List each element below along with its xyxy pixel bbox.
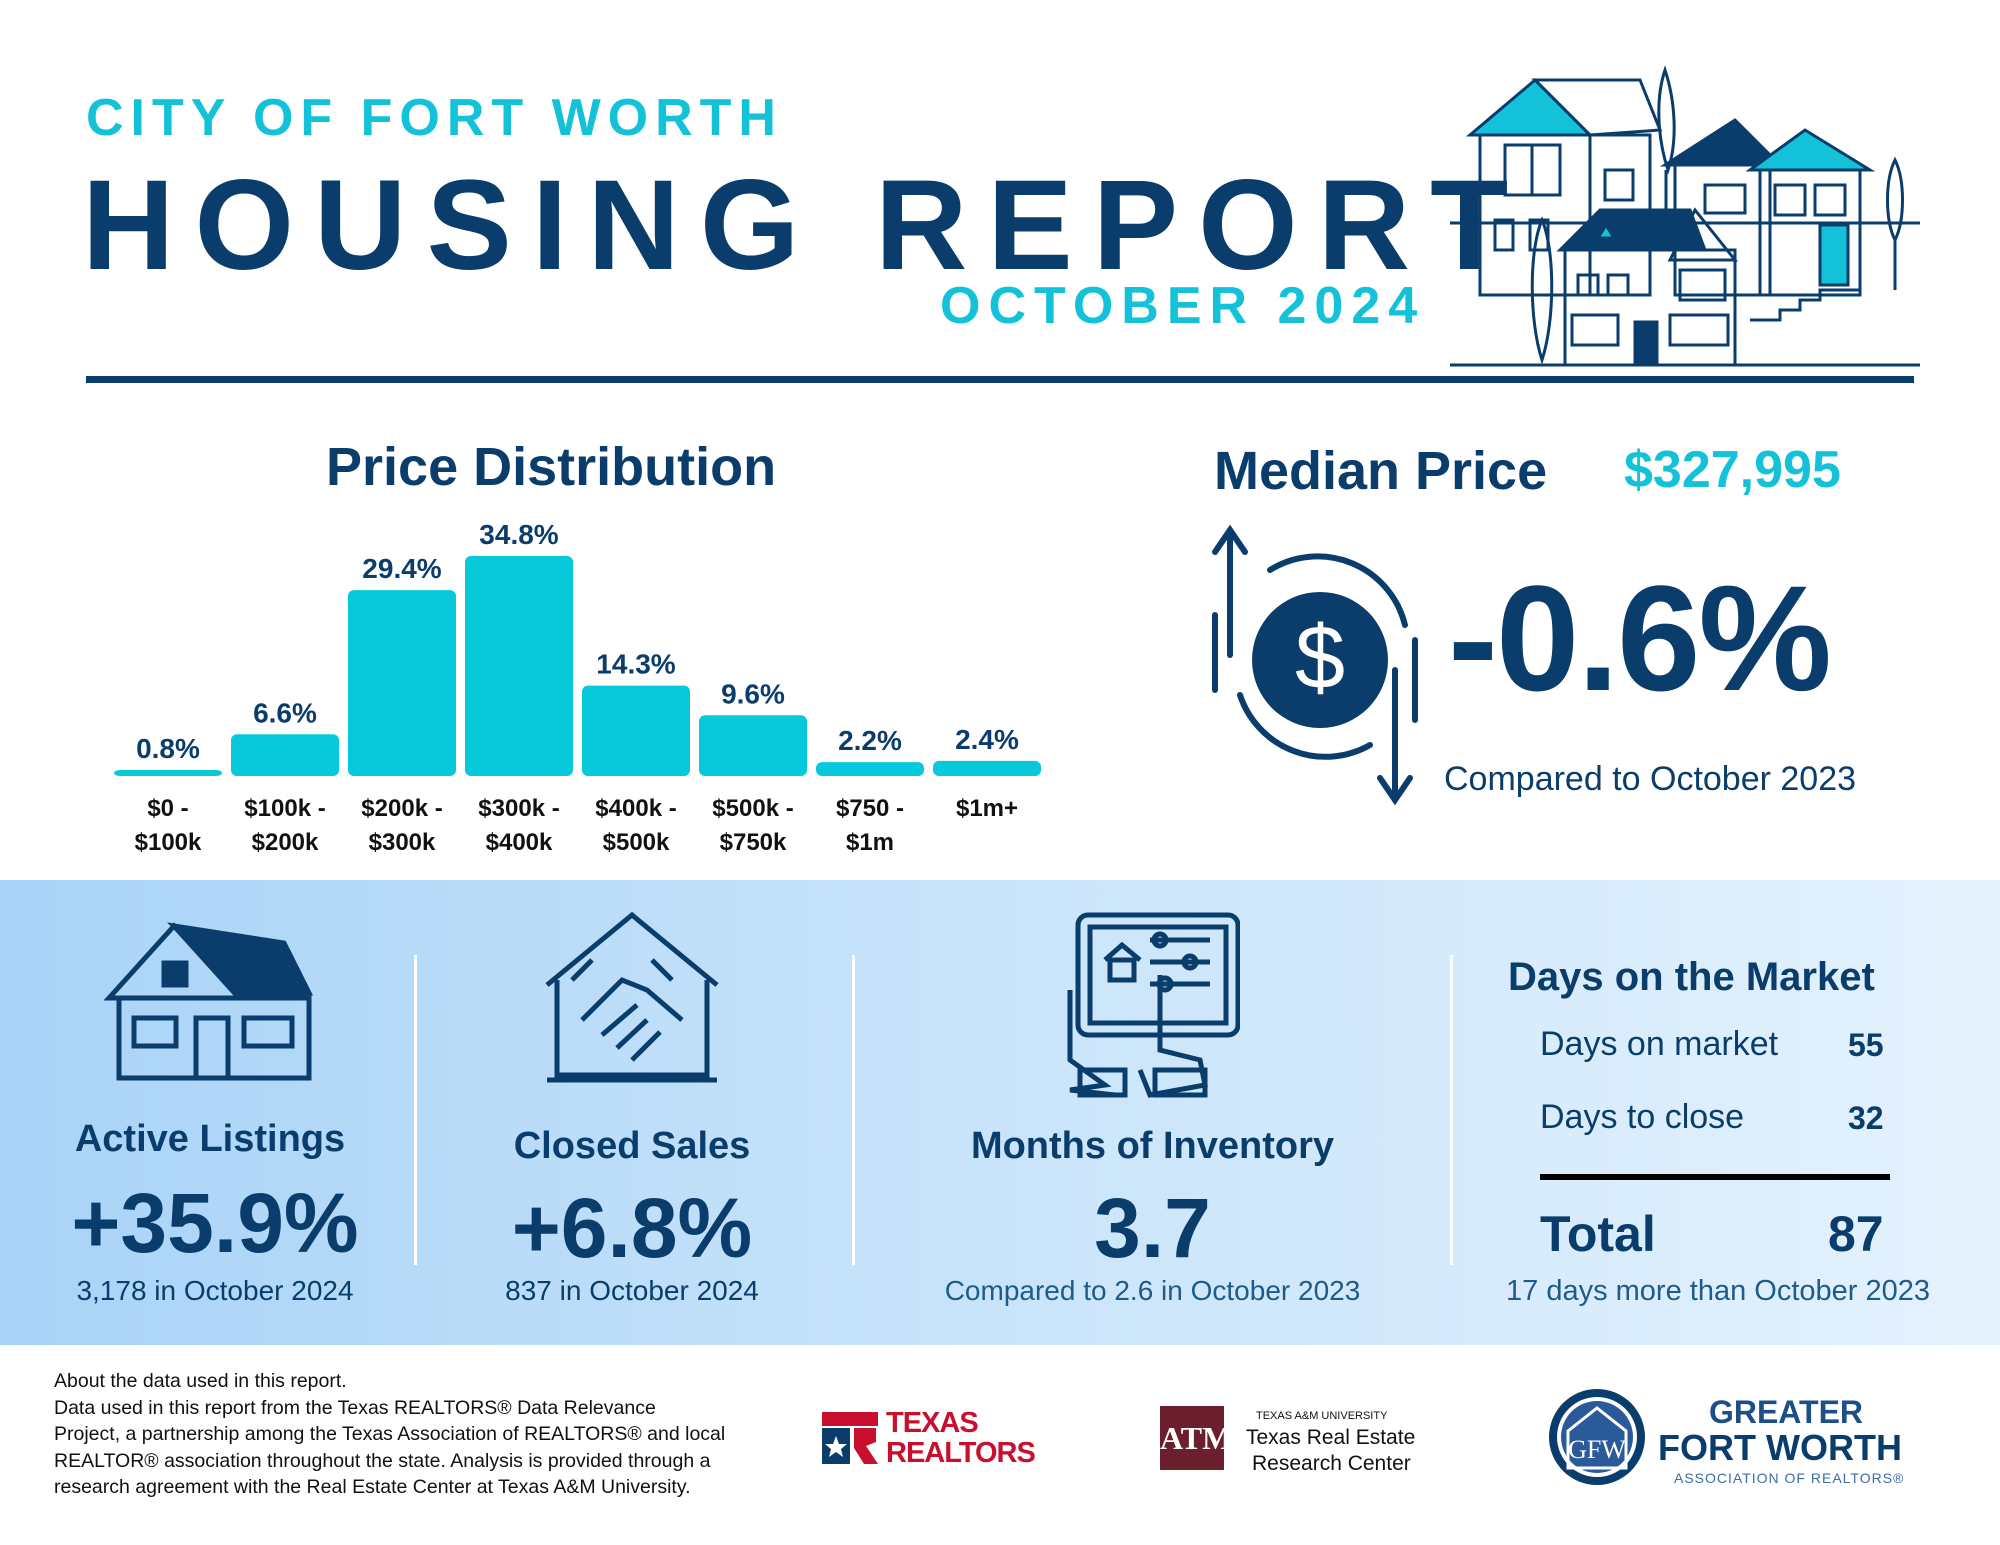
category-label: $200k	[252, 829, 319, 856]
bar	[582, 685, 690, 776]
closed-sales-label: Closed Sales	[513, 1125, 751, 1167]
bar	[933, 760, 1041, 776]
tamu-small: TEXAS A&M UNIVERSITY	[1256, 1410, 1388, 1422]
texas-realtors-mark-icon	[822, 1412, 878, 1464]
stats-divider	[852, 955, 855, 1265]
median-price-value: $327,995	[1624, 441, 1841, 499]
category-label: $400k	[486, 829, 553, 856]
tamu-mark-icon: ATM	[1160, 1406, 1232, 1470]
tamu-line1: Texas Real Estate	[1246, 1426, 1416, 1449]
bar	[465, 556, 573, 776]
days-on-market-row-label: Days on market	[1540, 1025, 1779, 1063]
category-label: $400k -	[595, 795, 676, 822]
category-label: $200k -	[361, 795, 442, 822]
category-label: $0 -	[147, 795, 188, 822]
bar-value-label: 34.8%	[479, 520, 558, 550]
bar-value-label: 2.4%	[955, 724, 1019, 755]
category-label: $300k	[369, 829, 436, 856]
tamu-logo: ATM TEXAS A&M UNIVERSITY Texas Real Esta…	[1160, 1402, 1420, 1482]
texas-realtors-logo: TEXAS REALTORS	[820, 1408, 1036, 1468]
bar	[348, 590, 456, 776]
days-to-close-row-label: Days to close	[1540, 1098, 1745, 1136]
category-label: $100k -	[244, 795, 325, 822]
days-comparison-note: 17 days more than October 2023	[1506, 1275, 1930, 1307]
days-on-market-title: Days on the Market	[1508, 955, 1875, 999]
active-listings-sub: 3,178 in October 2024	[76, 1275, 354, 1306]
about-data-text: About the data used in this report. Data…	[54, 1368, 774, 1501]
gfw-line1: GREATER	[1708, 1394, 1864, 1430]
category-label: $500k -	[712, 795, 793, 822]
bar	[114, 770, 222, 776]
about-line: Project, a partnership among the Texas A…	[54, 1423, 726, 1445]
texas-realtors-line: REALTORS	[886, 1437, 1036, 1469]
bar-value-label: 9.6%	[721, 678, 785, 709]
months-inventory-sub: Compared to 2.6 in October 2023	[944, 1275, 1361, 1306]
bar	[231, 734, 339, 776]
days-on-market-row-value: 55	[1848, 1027, 1884, 1063]
gfw-mark-icon: GFW	[1549, 1389, 1645, 1485]
about-line: research agreement with the Real Estate …	[54, 1476, 691, 1498]
city-heading: CITY OF FORT WORTH	[86, 89, 783, 147]
handshake-house-icon	[545, 911, 719, 1083]
category-label: $1m+	[956, 795, 1018, 822]
closed-sales-sub: 837 in October 2024	[505, 1275, 759, 1306]
price-distribution-title: Price Distribution	[326, 437, 777, 497]
bar	[816, 762, 924, 776]
price-distribution-chart: 0.8% $0 - $100k 6.6% $100k - $200k 29.4% $200k …	[114, 520, 1041, 856]
stats-divider	[414, 955, 417, 1265]
about-line: REALTOR® association throughout the stat…	[54, 1449, 711, 1472]
report-title: HOUSING REPORT	[82, 154, 1529, 297]
total-value: 87	[1828, 1206, 1884, 1262]
category-label: $750 -	[836, 795, 904, 822]
report-month: OCTOBER 2024	[940, 277, 1426, 335]
bar	[699, 715, 807, 776]
houses-illustration-icon	[1450, 65, 1920, 367]
house-icon	[104, 922, 314, 1081]
bar-value-label: 0.8%	[136, 733, 200, 764]
months-inventory-value: 3.7	[1094, 1181, 1211, 1275]
days-to-close-row-value: 32	[1848, 1100, 1884, 1136]
category-label: $1m	[846, 829, 894, 856]
header-rule	[86, 376, 1914, 383]
months-inventory-label: Months of Inventory	[970, 1125, 1335, 1167]
total-rule	[1540, 1174, 1890, 1180]
bar-value-label: 2.2%	[838, 725, 902, 756]
closed-sales-value: +6.8%	[511, 1181, 753, 1275]
texas-realtors-line: TEXAS	[886, 1407, 979, 1439]
gfw-line3: ASSOCIATION OF REALTORS®	[1674, 1470, 1905, 1486]
about-title: About the data used in this report.	[54, 1370, 347, 1392]
median-price-title: Median Price	[1214, 441, 1548, 501]
about-line: Data used in this report from the Texas …	[54, 1396, 656, 1419]
median-price-compare: Compared to October 2023	[1444, 760, 1857, 798]
tablet-touch-icon	[1067, 912, 1240, 1098]
bar-value-label: 6.6%	[253, 697, 317, 728]
gfw-logo: GFW GREATER FORT WORTH ASSOCIATION OF RE…	[1546, 1386, 1926, 1496]
dollar-circle-arrows-icon: $	[1212, 524, 1418, 806]
category-label: $500k	[603, 829, 670, 856]
svg-text:$: $	[1295, 608, 1345, 708]
category-label: $100k	[135, 829, 202, 856]
active-listings-label: Active Listings	[74, 1118, 346, 1160]
category-label: $750k	[720, 829, 787, 856]
svg-text:GFW: GFW	[1568, 1435, 1626, 1464]
bar-value-label: 29.4%	[362, 553, 441, 584]
stats-divider	[1450, 955, 1453, 1265]
median-price-change: -0.6%	[1448, 554, 1832, 722]
category-label: $300k -	[478, 795, 559, 822]
total-label: Total	[1540, 1206, 1656, 1262]
tamu-line2: Research Center	[1252, 1452, 1411, 1475]
active-listings-value: +35.9%	[71, 1176, 359, 1270]
stats-band	[0, 880, 2000, 1345]
gfw-line2: FORT WORTH	[1658, 1427, 1902, 1468]
bar-value-label: 14.3%	[596, 649, 675, 680]
